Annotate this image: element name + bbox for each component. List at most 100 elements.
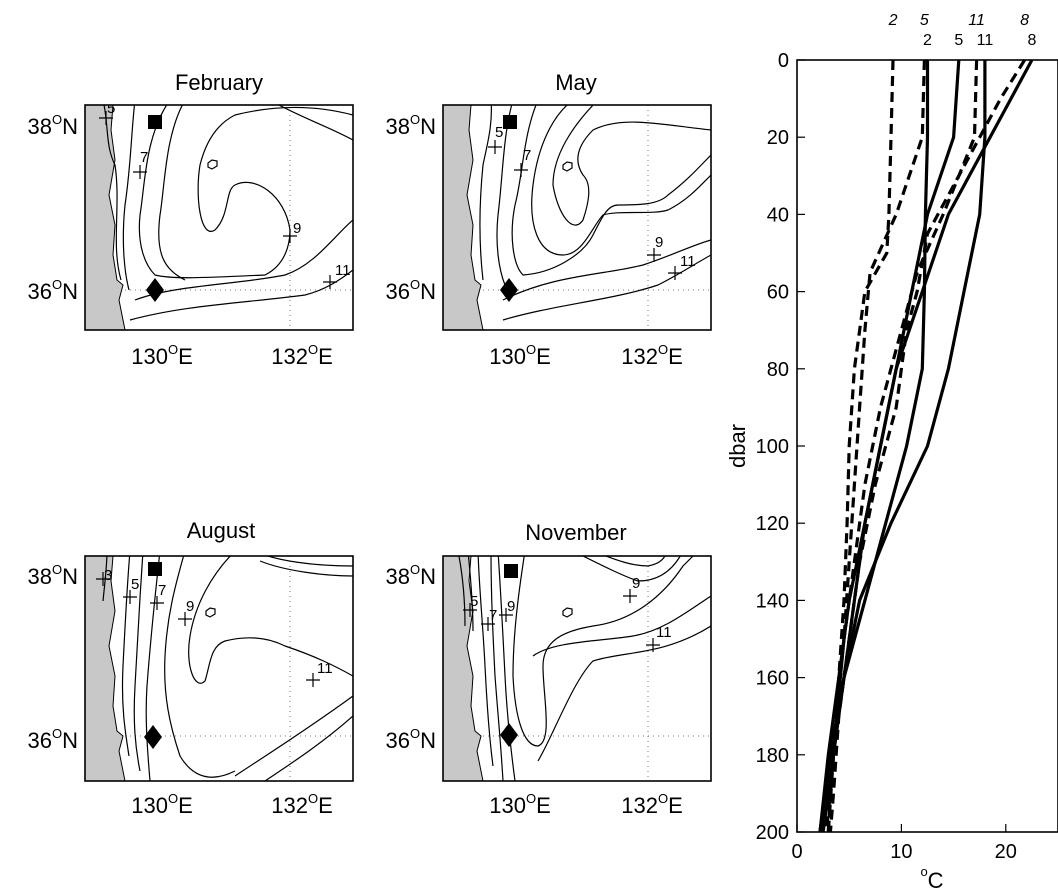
profile-top-labels: 2 5 11 8 2 5 11 8: [888, 12, 1037, 49]
contour-label-marker: [647, 248, 661, 262]
station-diamond-marker: [500, 723, 518, 747]
profile-series-dashed-11: [826, 59, 979, 833]
contour-label: 11: [656, 624, 672, 641]
lon-labels: 130OE 132OE: [131, 791, 333, 818]
series-top-label: 2: [923, 32, 932, 49]
isotherm-contour: [496, 105, 513, 286]
isotherm-contour: [122, 105, 136, 291]
isotherm-contour: [133, 556, 144, 772]
coastline-land: [85, 105, 126, 330]
contour-label: 5: [470, 593, 478, 610]
series-top-label: 8: [1027, 32, 1036, 49]
contour-label: 11: [335, 262, 351, 279]
island: [205, 607, 216, 618]
island: [562, 161, 573, 172]
isotherm-contour: [102, 556, 108, 602]
map-title-august: August: [187, 518, 256, 543]
map-february: February 38ON 36ON 130OE 132OE: [28, 70, 354, 369]
contour-label-marker: [668, 266, 682, 280]
profile-series-dashed-2: [826, 59, 895, 833]
map-august: August 38ON 36ON 130OE 132OE: [28, 518, 354, 818]
profile-frame: [796, 59, 1058, 833]
contour-label-marker: [646, 638, 660, 652]
contour-label-marker: [514, 163, 528, 177]
lon-labels: 130OE 132OE: [489, 342, 683, 369]
lat-label-38: 38ON: [28, 112, 79, 139]
x-tick-label: 20: [995, 841, 1017, 863]
lon-labels: 130OE 132OE: [131, 342, 333, 369]
lat-label-36: 36ON: [386, 277, 437, 304]
lat-label-38: 38ON: [386, 112, 437, 139]
isotherm-contour: [266, 556, 353, 567]
isotherm-contour: [532, 595, 711, 657]
contour-label-marker: [623, 589, 637, 603]
contour-label: 9: [655, 234, 663, 251]
station-square-marker: [148, 562, 162, 576]
series-top-label: 5: [920, 12, 929, 29]
contour-label-marker: [99, 111, 113, 125]
island: [562, 607, 573, 618]
lon-label-130: 130OE: [489, 791, 551, 818]
isotherm-contour: [138, 105, 353, 279]
x-tick-label: 0: [791, 841, 802, 863]
contour-label: 5: [495, 124, 503, 141]
lat-label-38: 38ON: [28, 562, 79, 589]
isotherm-contour: [458, 556, 466, 627]
isotherm-contour: [164, 556, 236, 778]
map-frame: [442, 104, 712, 331]
map-title-november: November: [525, 520, 626, 545]
isotherm-contour: [121, 556, 131, 757]
isotherm-contour: [537, 625, 711, 762]
lon-label-132: 132OE: [271, 342, 333, 369]
island: [207, 159, 218, 170]
contour-label-marker: [463, 603, 477, 617]
contour-label-marker: [283, 229, 297, 243]
isotherm-contour: [502, 239, 711, 301]
isotherm-contour: [129, 269, 353, 321]
lon-label-130: 130OE: [489, 342, 551, 369]
contour-label-marker: [150, 596, 164, 610]
y-tick-label: 200: [756, 822, 789, 844]
lon-labels: 130OE 132OE: [489, 791, 683, 818]
y-tick-label: 40: [767, 204, 789, 226]
profile-y-axis-label: dbar: [725, 424, 750, 468]
isotherm-contour: [158, 105, 186, 281]
map-frame: [84, 555, 354, 782]
contour-label: 9: [632, 575, 640, 592]
profile-series-dashed-5: [824, 59, 926, 833]
lon-label-130: 130OE: [131, 342, 193, 369]
map-november: November 38ON 36ON 130OE 132OE: [386, 520, 712, 818]
contour-label: 7: [489, 607, 497, 624]
contour-label: 9: [507, 598, 515, 615]
profile-x-axis-label: oC: [920, 864, 943, 893]
lon-label-130: 130OE: [131, 791, 193, 818]
y-tick-label: 0: [778, 50, 789, 72]
y-tick-label: 80: [767, 359, 789, 381]
isotherm-contour: [277, 105, 353, 141]
isotherm-contour: [145, 556, 161, 781]
y-tick-label: 140: [756, 590, 789, 612]
isotherm-contour: [467, 556, 474, 632]
isotherm-contour: [581, 556, 681, 582]
lat-label-36: 36ON: [28, 726, 79, 753]
isotherm-contour: [479, 105, 492, 281]
x-tick-label: 10: [890, 841, 912, 863]
profile-series-dashed-8: [828, 59, 1026, 833]
station-diamond-marker: [144, 725, 162, 749]
isotherm-contour: [512, 556, 694, 747]
contour-label-marker: [499, 608, 513, 622]
isotherm-contour: [531, 105, 711, 256]
contour-label-marker: [178, 612, 192, 626]
lat-label-36: 36ON: [386, 726, 437, 753]
lat-labels: 38ON 36ON: [28, 562, 79, 753]
contour-label-marker: [323, 275, 337, 289]
coastline-land: [85, 556, 126, 781]
y-tick-label: 180: [756, 745, 789, 767]
isotherm-contour: [511, 105, 711, 276]
lon-label-132: 132OE: [271, 791, 333, 818]
coastline-land: [443, 105, 484, 330]
lat-labels: 38ON 36ON: [386, 562, 437, 753]
contour-label: 5: [131, 576, 139, 593]
isotherm-contour: [552, 105, 711, 226]
